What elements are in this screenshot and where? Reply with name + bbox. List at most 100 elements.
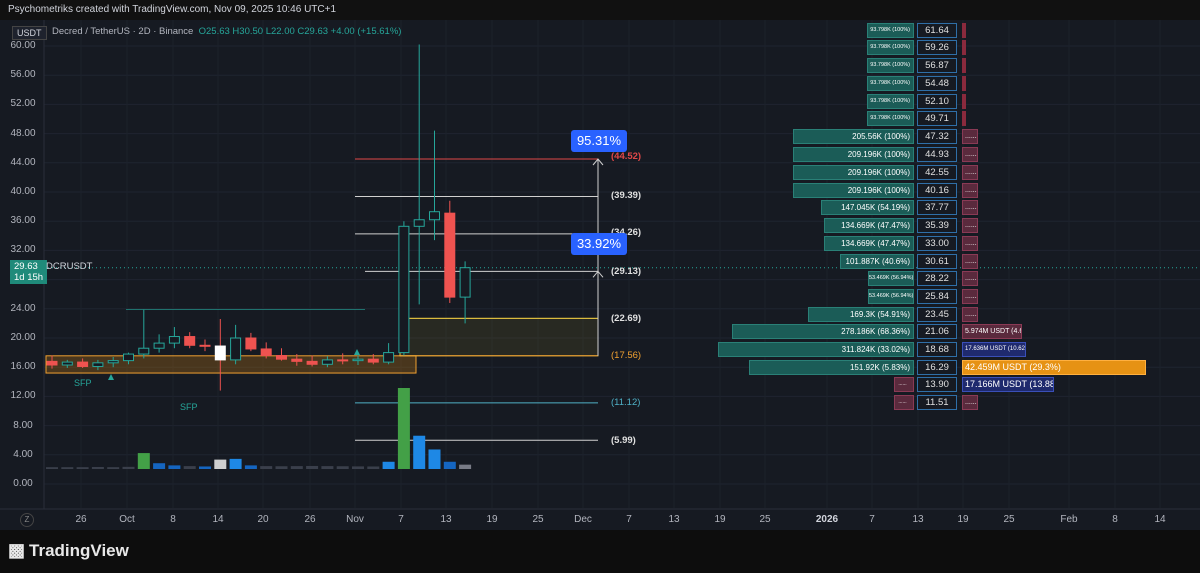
volume-profile-bar: 93.798K (100%)	[867, 94, 914, 109]
candle-body	[153, 342, 165, 349]
candle-body	[352, 358, 364, 362]
volume-profile-right-bar: 17.636M USDT (10.62%)	[962, 342, 1026, 357]
y-tick: 52.00	[10, 98, 36, 110]
price-chart[interactable]	[0, 20, 1200, 530]
last-price: 29.63	[14, 261, 38, 272]
volume-bar	[413, 435, 426, 469]
candle-body	[123, 353, 134, 362]
volume-bar	[382, 461, 395, 469]
volume-profile-right-bar: ......	[962, 218, 978, 233]
volume-profile-bar: 151.92K (5.83%)	[749, 360, 914, 375]
volume-profile-price: 11.51	[917, 395, 957, 410]
level-label-8: (5.99)	[611, 435, 636, 446]
volume-bar	[229, 458, 242, 469]
volume-profile-bar: 134.669K (47.47%)	[824, 236, 914, 251]
measure-arrow-head	[592, 158, 604, 166]
volume-bar	[244, 465, 257, 469]
candle-body	[291, 358, 303, 362]
candle-body	[61, 361, 73, 366]
volume-profile-bar: 311.824K (33.02%)	[718, 342, 914, 357]
volume-bar	[183, 466, 196, 469]
volume-profile-right-bar: ......	[962, 271, 978, 286]
y-tick: 20.00	[10, 332, 36, 343]
x-tick: Feb	[1060, 514, 1078, 525]
volume-bar	[367, 466, 380, 469]
volume-profile-bar: 205.56K (100%)	[793, 129, 914, 144]
x-tick: 26	[75, 514, 87, 525]
x-tick: 19	[486, 514, 498, 525]
volume-profile-right-bar	[962, 111, 966, 126]
volume-profile-right-bar	[962, 23, 966, 38]
tradingview-logo[interactable]: ▩ TradingView	[8, 540, 129, 561]
volume-profile-bar: 134.669K (47.47%)	[824, 218, 914, 233]
candle-body	[260, 348, 272, 357]
volume-profile-price: 30.61	[917, 254, 957, 269]
y-tick: 8.00	[13, 419, 33, 431]
volume-bar	[107, 467, 120, 469]
candle-body	[429, 211, 440, 221]
y-tick: 40.00	[10, 186, 36, 197]
candle-body	[398, 225, 410, 354]
volume-bar	[352, 466, 364, 469]
volume-profile-bar: ......	[894, 395, 914, 410]
ticker-label: DCRUSDT	[46, 261, 93, 272]
chart-area[interactable]: USDT Decred / TetherUS · 2D · Binance O2…	[0, 20, 1200, 530]
volume-bar	[306, 465, 319, 469]
candle-body	[245, 337, 257, 350]
y-tick: 36.00	[10, 215, 36, 227]
volume-bar	[397, 388, 410, 469]
volume-profile-right-bar: ......	[962, 254, 978, 269]
volume-profile-right-bar: 5.974M USDT (4.66%)	[962, 324, 1022, 339]
volume-bar	[122, 466, 135, 469]
sfp-marker	[354, 349, 360, 355]
x-tick: Oct	[119, 514, 135, 525]
volume-bar	[76, 467, 89, 469]
x-tick: 26	[304, 514, 316, 525]
volume-profile-price: 25.84	[917, 289, 957, 304]
volume-bar	[137, 453, 150, 469]
candle-body	[92, 362, 104, 367]
brand-name: TradingView	[29, 540, 129, 560]
volume-profile-bar: 53.469K (56.94%)	[868, 289, 914, 304]
chart-credit: Psychometriks created with TradingView.c…	[0, 0, 1200, 20]
candle-body	[321, 359, 333, 365]
x-tick: 25	[1003, 514, 1015, 525]
volume-profile-right-bar: ......	[962, 395, 978, 410]
volume-profile-price: 61.64	[917, 23, 957, 38]
volume-profile-price: 35.39	[917, 218, 957, 233]
ohlc-values: O25.63 H30.50 L22.00 C29.63 +4.00 (+15.6…	[198, 26, 402, 37]
volume-profile-bar: 209.196K (100%)	[793, 165, 914, 180]
candle-body	[138, 347, 150, 355]
y-tick: 16.00	[10, 361, 36, 373]
candle-body	[199, 344, 211, 347]
volume-profile-bar: ......	[894, 377, 914, 392]
volume-bar	[321, 466, 334, 469]
volume-profile-right-bar: ......	[962, 236, 978, 251]
currency-badge[interactable]: USDT	[12, 26, 47, 40]
x-tick: 8	[170, 514, 176, 525]
x-tick: Nov	[346, 514, 364, 525]
candle-body	[46, 360, 58, 366]
y-tick: 48.00	[10, 127, 36, 139]
sfp-marker	[108, 374, 114, 380]
x-tick: 20	[257, 514, 269, 525]
y-tick: 4.00	[13, 448, 33, 460]
x-tick: 13	[440, 514, 452, 525]
target-percent-1[interactable]: 95.31%	[571, 130, 627, 152]
x-tick: 19	[714, 514, 726, 525]
volume-profile-bar: 93.798K (100%)	[867, 111, 914, 126]
candle-body	[459, 267, 471, 298]
bar-countdown: 1d 15h	[14, 272, 44, 283]
volume-profile-bar: 93.798K (100%)	[867, 58, 914, 73]
level-label-2: (39.39)	[611, 190, 642, 201]
level-label-5: (22.69)	[611, 313, 642, 324]
target-percent-2[interactable]: 33.92%	[571, 233, 627, 255]
zoom-reset-icon[interactable]: Z	[20, 513, 34, 527]
volume-profile-bar: 278.186K (68.36%)	[732, 324, 914, 339]
candle-body	[306, 360, 318, 365]
symbol-legend: Decred / TetherUS · 2D · Binance O25.63 …	[52, 26, 401, 37]
volume-profile-right-bar: ......	[962, 129, 978, 144]
volume-profile-price: 23.45	[917, 307, 957, 322]
y-tick: 0.00	[13, 478, 33, 489]
x-tick: 8	[1112, 514, 1118, 525]
